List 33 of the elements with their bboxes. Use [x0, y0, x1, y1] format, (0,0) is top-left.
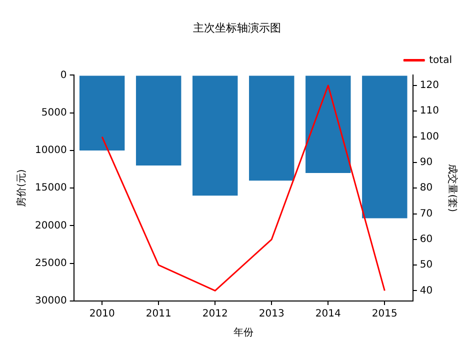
bar [79, 76, 125, 150]
y-tick-label: 25000 [35, 258, 67, 269]
y-tick-label: 5000 [41, 107, 67, 118]
y-axis-title: 房价(元) [16, 169, 28, 208]
bar [136, 76, 182, 166]
y2-tick-label: 120 [420, 80, 440, 92]
bar [249, 76, 294, 181]
bar [306, 76, 351, 174]
y2-tick-label: 90 [420, 157, 433, 168]
x-axis-title: 年份 [233, 326, 254, 339]
y2-tick-label: 50 [420, 260, 433, 271]
x-tick-label: 2014 [315, 308, 341, 320]
x-tick-label: 2011 [146, 308, 172, 320]
y2-tick-label: 60 [420, 234, 433, 246]
y2-axis-title: 成交量(套) [446, 164, 458, 212]
y2-tick-label: 40 [420, 285, 433, 296]
y2-tick-label: 80 [420, 182, 433, 194]
bar [362, 76, 408, 218]
x-tick-label: 2010 [89, 308, 115, 320]
y2-tick-label: 100 [420, 131, 440, 142]
legend-label: total [429, 54, 452, 66]
bar [192, 76, 238, 196]
y-tick-label: 0 [60, 70, 67, 81]
y-tick-label: 10000 [35, 145, 67, 156]
y-tick-label: 15000 [35, 182, 67, 194]
chart-title: 主次坐标轴演示图 [193, 21, 281, 34]
y2-tick-label: 110 [420, 106, 440, 117]
y-tick-label: 20000 [35, 220, 67, 232]
y2-tick-label: 70 [420, 208, 433, 220]
x-tick-label: 2013 [258, 308, 284, 320]
x-tick-label: 2015 [372, 308, 398, 320]
x-tick-label: 2012 [202, 308, 228, 320]
y-tick-label: 30000 [35, 296, 67, 307]
